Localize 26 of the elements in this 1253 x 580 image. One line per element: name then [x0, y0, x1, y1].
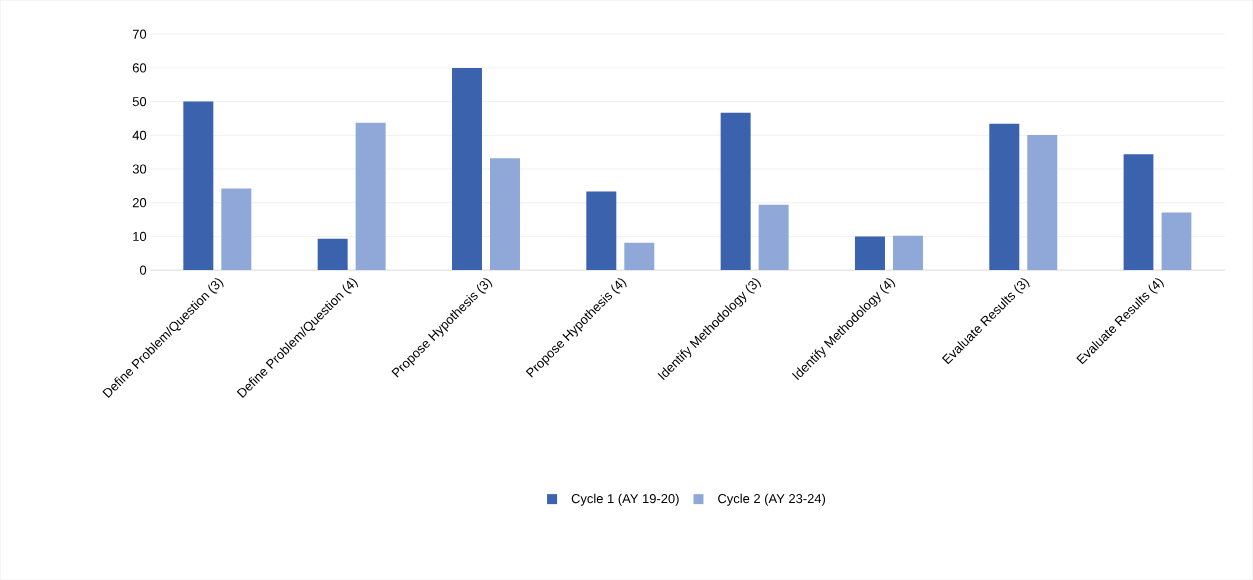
bar	[758, 204, 789, 271]
y-tick-label: 20	[132, 198, 147, 208]
legend-label: Cycle 1 (AY 19-20)	[571, 493, 679, 506]
bar	[989, 123, 1020, 271]
y-tick-label: 0	[139, 265, 147, 275]
bar	[221, 188, 252, 271]
y-tick-label: 40	[132, 130, 147, 140]
y-tick-label: 30	[132, 164, 147, 174]
y-tick-label: 60	[132, 63, 147, 73]
legend-label: Cycle 2 (AY 23-24)	[718, 493, 826, 506]
bar	[892, 235, 923, 271]
bar	[624, 242, 655, 271]
bar	[1027, 134, 1058, 271]
bar	[1161, 212, 1192, 271]
y-tick-label: 70	[132, 29, 147, 39]
bar	[720, 112, 751, 271]
bar	[451, 67, 482, 271]
bar	[854, 236, 885, 271]
bar	[317, 238, 348, 271]
bar	[355, 122, 386, 271]
bar	[586, 191, 617, 271]
bar	[489, 158, 520, 271]
bar	[1123, 154, 1154, 271]
bar	[183, 101, 214, 271]
y-tick-label: 50	[132, 96, 147, 107]
y-tick-label: 10	[133, 231, 147, 241]
